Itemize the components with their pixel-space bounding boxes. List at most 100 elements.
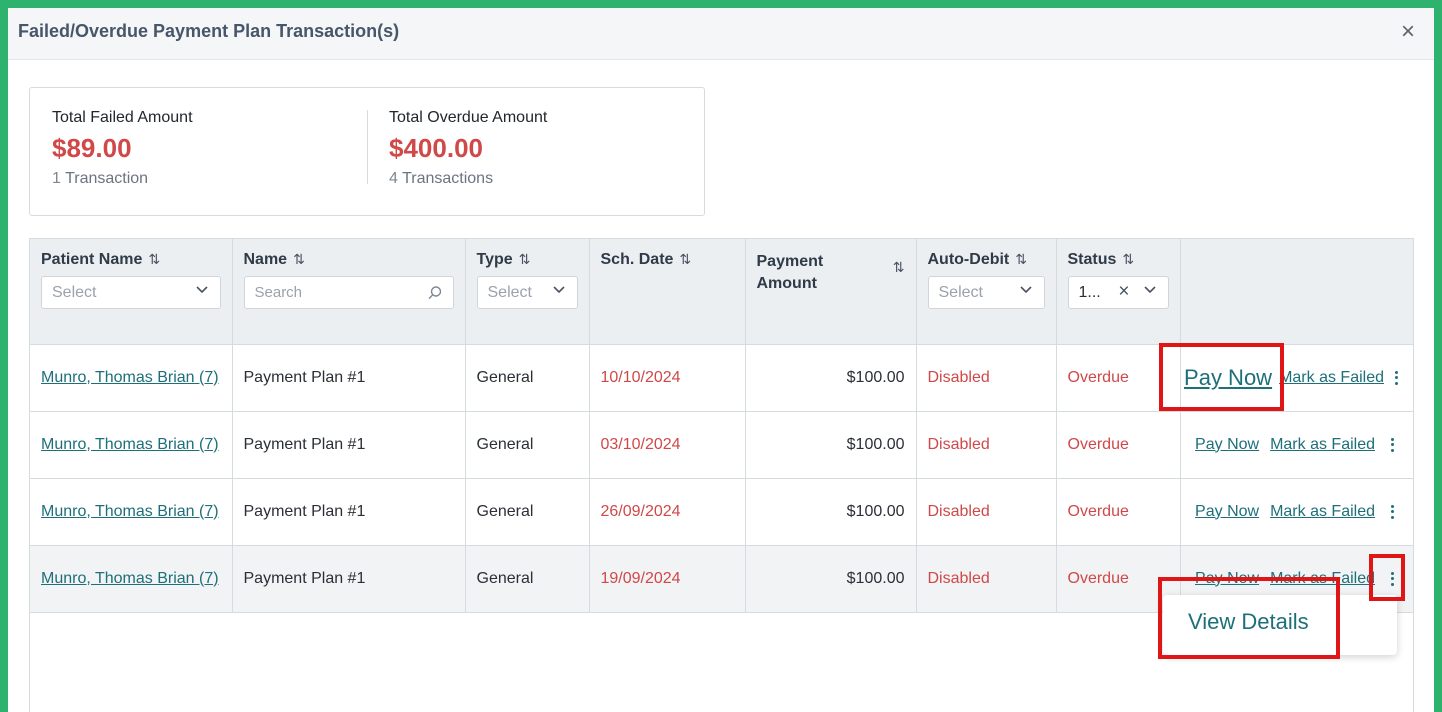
- failed-summary: Total Failed Amount $89.00 1 Transaction: [52, 109, 193, 188]
- failed-count-label: Transaction: [65, 170, 149, 187]
- auto-debit-status: Disabled: [916, 411, 1057, 479]
- name-search-input[interactable]: Search: [243, 276, 454, 309]
- overdue-count: 4 Transactions: [389, 170, 547, 188]
- auto-debit-filter-select[interactable]: Select: [927, 276, 1045, 309]
- payment-plan-modal: Failed/Overdue Payment Plan Transaction(…: [8, 8, 1434, 712]
- mark-as-failed-link[interactable]: Mark as Failed: [1270, 502, 1375, 520]
- close-button[interactable]: ×: [1400, 18, 1415, 45]
- chevron-down-icon: [195, 286, 208, 294]
- col-label: Status: [1067, 251, 1117, 268]
- col-label: Name: [243, 251, 288, 268]
- col-label: Payment Amount: [756, 253, 824, 292]
- mark-as-failed-link[interactable]: Mark as Failed: [1270, 569, 1375, 587]
- chevron-down-icon: [1143, 286, 1156, 294]
- status-value: Overdue: [1056, 344, 1181, 412]
- col-auto-debit: Auto-Debit ⇅ Select: [916, 239, 1057, 345]
- clear-icon[interactable]: ×: [1118, 281, 1130, 302]
- summary-divider: [367, 110, 368, 184]
- chevron-down-icon: [552, 286, 565, 294]
- patient-link[interactable]: Munro, Thomas Brian (7): [41, 569, 219, 587]
- plan-name: Payment Plan #1: [232, 545, 466, 613]
- view-details-menu-item[interactable]: View Details: [1188, 609, 1309, 634]
- plan-type: General: [465, 344, 590, 412]
- row-actions-menu: View Details: [1163, 595, 1397, 655]
- payment-amount: $100.00: [745, 344, 917, 412]
- sort-arrows-icon[interactable]: ⇅: [293, 251, 305, 267]
- overdue-summary: Total Overdue Amount $400.00 4 Transacti…: [389, 109, 547, 188]
- col-patient-name: Patient Name ⇅ Select: [30, 239, 233, 345]
- patient-filter-select[interactable]: Select: [41, 276, 221, 309]
- overdue-count-label: Transactions: [402, 170, 494, 187]
- sch-date: 26/09/2024: [589, 478, 746, 546]
- mark-as-failed-link[interactable]: Mark as Failed: [1279, 368, 1384, 386]
- filter-value: 1...: [1078, 283, 1101, 301]
- col-label: Sch. Date: [600, 251, 674, 268]
- plan-name: Payment Plan #1: [232, 478, 466, 546]
- col-payment-amount: Payment Amount ⇅: [745, 239, 917, 345]
- plan-type: General: [465, 545, 590, 613]
- sch-date: 10/10/2024: [589, 344, 746, 412]
- kebab-menu-icon[interactable]: [1395, 368, 1398, 388]
- col-status: Status ⇅ 1... ×: [1056, 239, 1181, 345]
- mark-as-failed-link[interactable]: Mark as Failed: [1270, 435, 1375, 453]
- type-filter-select[interactable]: Select: [476, 276, 578, 309]
- plan-type: General: [465, 478, 590, 546]
- col-sch-date: Sch. Date ⇅: [589, 239, 746, 345]
- plan-type: General: [465, 411, 590, 479]
- auto-debit-status: Disabled: [916, 478, 1057, 546]
- col-label: Auto-Debit: [927, 251, 1010, 268]
- overdue-label: Total Overdue Amount: [389, 109, 548, 126]
- status-value: Overdue: [1056, 545, 1181, 613]
- col-name: Name ⇅ Search: [232, 239, 466, 345]
- table-row: Munro, Thomas Brian (7) Payment Plan #1 …: [30, 478, 1413, 546]
- sort-arrows-icon[interactable]: ⇅: [518, 251, 531, 267]
- col-actions: [1180, 239, 1413, 345]
- transactions-table: Patient Name ⇅ Select Name ⇅ Search Type ⇅ …: [29, 238, 1414, 712]
- status-filter-select[interactable]: 1... ×: [1067, 276, 1169, 309]
- status-value: Overdue: [1056, 411, 1181, 479]
- failed-label: Total Failed Amount: [52, 109, 193, 126]
- failed-count-number: 1: [52, 170, 61, 187]
- filter-placeholder: Search: [254, 284, 303, 301]
- modal-header: Failed/Overdue Payment Plan Transaction(…: [8, 8, 1434, 60]
- table-row: Munro, Thomas Brian (7) Payment Plan #1 …: [30, 411, 1413, 479]
- col-label: Patient Name: [41, 251, 143, 268]
- sch-date: 19/09/2024: [589, 545, 746, 613]
- sort-arrows-icon[interactable]: ⇅: [892, 259, 905, 275]
- kebab-menu-icon[interactable]: [1386, 435, 1398, 455]
- summary-card: Total Failed Amount $89.00 1 Transaction…: [29, 87, 705, 216]
- patient-link[interactable]: Munro, Thomas Brian (7): [41, 435, 219, 453]
- pay-now-link[interactable]: Pay Now: [1184, 364, 1273, 390]
- table-row: Munro, Thomas Brian (7) Payment Plan #1 …: [30, 344, 1413, 412]
- filter-placeholder: Select: [487, 283, 532, 301]
- auto-debit-status: Disabled: [916, 344, 1057, 412]
- sch-date: 03/10/2024: [589, 411, 746, 479]
- overdue-count-number: 4: [389, 170, 398, 187]
- pay-now-link[interactable]: Pay Now: [1195, 502, 1260, 520]
- payment-amount: $100.00: [745, 478, 917, 546]
- failed-amount: $89.00: [52, 133, 132, 163]
- sort-arrows-icon[interactable]: ⇅: [148, 251, 161, 267]
- table-header-row: Patient Name ⇅ Select Name ⇅ Search Type ⇅ …: [30, 239, 1413, 345]
- filter-placeholder: Select: [52, 283, 97, 301]
- patient-link[interactable]: Munro, Thomas Brian (7): [41, 502, 219, 520]
- kebab-menu-icon[interactable]: [1386, 569, 1398, 589]
- status-value: Overdue: [1056, 478, 1181, 546]
- search-icon: [428, 286, 441, 300]
- plan-name: Payment Plan #1: [232, 411, 466, 479]
- pay-now-link[interactable]: Pay Now: [1195, 435, 1260, 453]
- filter-placeholder: Select: [938, 283, 983, 301]
- payment-amount: $100.00: [745, 411, 917, 479]
- chevron-down-icon: [1019, 286, 1032, 294]
- pay-now-link[interactable]: Pay Now: [1195, 569, 1260, 587]
- sort-arrows-icon[interactable]: ⇅: [679, 251, 692, 267]
- kebab-menu-icon[interactable]: [1386, 502, 1398, 522]
- overdue-amount: $400.00: [389, 133, 483, 163]
- sort-arrows-icon[interactable]: ⇅: [1122, 251, 1135, 267]
- patient-link[interactable]: Munro, Thomas Brian (7): [41, 368, 219, 386]
- modal-title: Failed/Overdue Payment Plan Transaction(…: [18, 21, 400, 41]
- sort-arrows-icon[interactable]: ⇅: [1015, 251, 1027, 267]
- payment-amount: $100.00: [745, 545, 917, 613]
- failed-count: 1 Transaction: [52, 170, 193, 188]
- col-label: Type: [476, 251, 513, 268]
